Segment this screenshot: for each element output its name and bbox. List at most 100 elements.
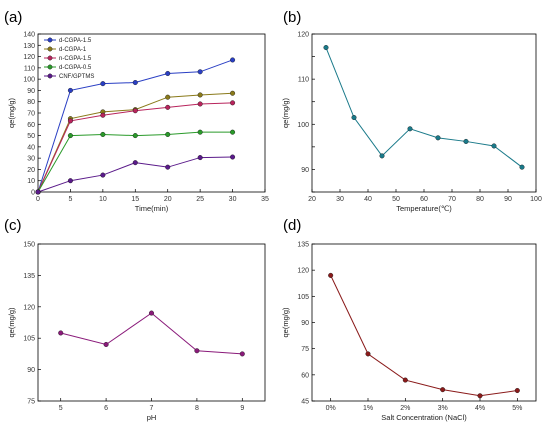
data-point <box>165 164 171 170</box>
x-tick-label: 7 <box>150 405 154 412</box>
data-point <box>463 138 469 144</box>
y-tick-label: 105 <box>297 294 309 301</box>
x-tick-label: 15 <box>131 196 139 203</box>
legend-label: d-CGPA-1.5 <box>59 38 92 44</box>
x-tick-label: 5% <box>512 405 522 412</box>
data-point <box>165 131 171 137</box>
data-point <box>132 160 138 166</box>
data-point <box>239 351 245 357</box>
x-tick-label: 0% <box>326 405 336 412</box>
data-point <box>440 387 446 393</box>
y-tick-label: 120 <box>297 32 309 39</box>
series-line <box>37 102 233 193</box>
x-tick-label: 4% <box>475 405 485 412</box>
data-point <box>165 70 171 76</box>
y-tick-label: 45 <box>301 399 309 406</box>
panel-label: (b) <box>283 9 301 26</box>
y-tick-label: 0 <box>31 190 35 197</box>
x-tick-label: 35 <box>261 196 269 203</box>
data-point <box>230 57 236 63</box>
y-tick-label: 80 <box>27 99 35 106</box>
data-point <box>103 341 109 347</box>
data-point <box>148 310 154 316</box>
x-tick-label: 100 <box>530 196 542 203</box>
chart-panel-1: (a) 0 5 10 15 20 25 30 35 0 10 20 30 40 50 60 70 80 90 100 1… <box>4 9 269 213</box>
panel-label: (d) <box>283 217 301 234</box>
y-tick-label: 100 <box>23 77 35 84</box>
data-point <box>165 104 171 110</box>
data-point <box>519 164 525 170</box>
data-point <box>132 133 138 139</box>
legend-label: d-CGPA-0.5 <box>59 65 92 71</box>
y-tick-label: 120 <box>297 268 309 275</box>
data-point <box>491 143 497 149</box>
x-tick-label: 90 <box>504 196 512 203</box>
data-point <box>365 351 371 357</box>
plot-frame <box>311 243 537 402</box>
legend-label: d-CGPA-1 <box>59 47 87 53</box>
x-tick-label: 5 <box>59 405 63 412</box>
x-axis-label: Temperature(℃) <box>396 204 452 213</box>
y-tick-label: 90 <box>27 88 35 95</box>
x-tick-label: 6 <box>104 405 108 412</box>
data-point <box>197 101 203 107</box>
x-tick-label: 30 <box>229 196 237 203</box>
y-tick-label: 60 <box>301 372 309 379</box>
y-tick-label: 70 <box>27 111 35 118</box>
data-point <box>67 118 73 124</box>
y-tick-label: 75 <box>301 346 309 353</box>
x-tick-label: 25 <box>196 196 204 203</box>
x-tick-label: 30 <box>336 196 344 203</box>
y-tick-label: 75 <box>27 399 35 406</box>
legend-marker <box>47 73 53 79</box>
y-tick-label: 135 <box>23 273 35 280</box>
x-axis-label: pH <box>147 413 157 422</box>
plot-frame <box>37 243 266 402</box>
y-axis-label: qe(mg/g) <box>7 97 16 128</box>
y-tick-label: 110 <box>298 77 309 84</box>
chart-panel-4: (d) 0% 1% 2% 3% 4% 5% 45 60 75 90 105 120 135 Salt Con… <box>281 217 537 422</box>
x-tick-label: 2% <box>400 405 410 412</box>
y-tick-label: 60 <box>27 122 35 129</box>
x-axis-label: Time(min) <box>135 204 169 213</box>
data-point <box>197 69 203 75</box>
legend-marker <box>47 37 53 43</box>
legend-marker <box>47 64 53 70</box>
data-point <box>67 133 73 139</box>
x-tick-label: 70 <box>448 196 456 203</box>
data-point <box>165 94 171 100</box>
x-axis-label: Salt Concentration (NaCl) <box>381 413 467 422</box>
chart-panel-3: (c) 5 6 7 8 9 75 90 105 120 135 150 pH qe(mg/g) <box>4 217 266 422</box>
y-tick-label: 90 <box>301 320 309 327</box>
x-tick-label: 20 <box>164 196 172 203</box>
y-tick-label: 120 <box>23 304 35 311</box>
data-point <box>100 112 106 118</box>
data-point <box>230 100 236 106</box>
x-tick-label: 0 <box>36 196 40 203</box>
data-point <box>351 115 357 121</box>
y-tick-label: 135 <box>297 242 309 249</box>
plot-frame <box>311 33 537 193</box>
y-axis-label: qe(mg/g) <box>281 307 290 338</box>
x-tick-label: 80 <box>476 196 484 203</box>
y-tick-label: 20 <box>27 167 35 174</box>
y-tick-label: 110 <box>24 65 35 72</box>
y-axis-label: qe(mg/g) <box>7 307 16 338</box>
x-tick-label: 8 <box>195 405 199 412</box>
data-point <box>67 178 73 184</box>
data-point <box>67 87 73 93</box>
data-point <box>477 393 483 399</box>
data-point <box>58 330 64 336</box>
x-tick-label: 9 <box>240 405 244 412</box>
x-tick-label: 5 <box>68 196 72 203</box>
y-tick-label: 10 <box>27 178 35 185</box>
data-point <box>230 154 236 160</box>
x-tick-label: 1% <box>363 405 373 412</box>
x-tick-label: 20 <box>308 196 316 203</box>
y-tick-label: 40 <box>27 144 35 151</box>
data-point <box>379 153 385 159</box>
data-point <box>132 80 138 86</box>
series-line <box>330 275 518 397</box>
y-tick-label: 150 <box>23 242 35 249</box>
